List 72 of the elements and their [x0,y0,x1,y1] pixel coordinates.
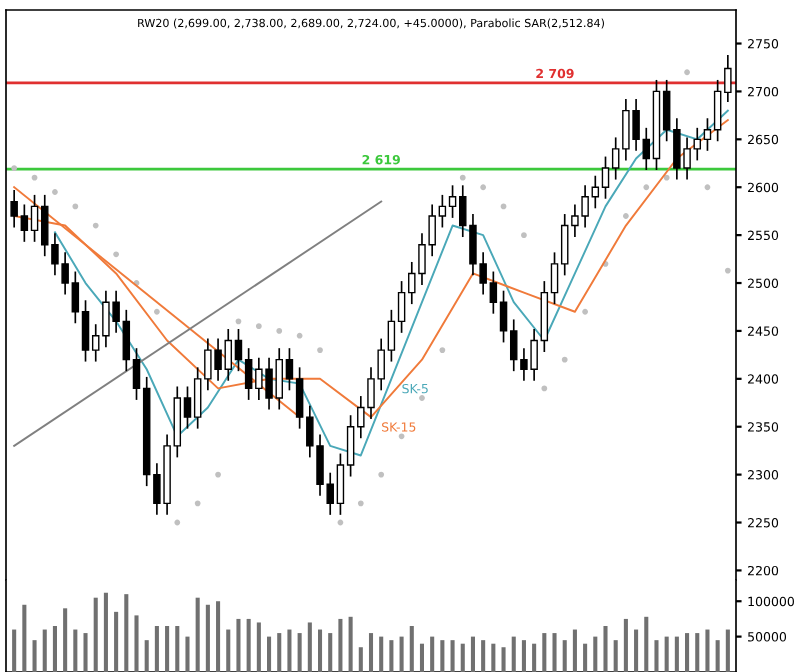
bar [460,643,465,672]
bar [409,626,414,672]
bar [246,618,251,672]
bar [32,640,37,672]
bar [664,636,669,672]
bar [644,616,649,672]
bar [328,633,333,672]
bar [348,616,353,672]
bar [297,633,302,672]
bar [103,592,108,672]
bar [42,629,47,672]
bar [481,640,486,672]
bar [511,636,516,672]
bar [725,629,730,672]
bar [317,629,323,672]
bar [277,633,282,672]
bar [654,640,659,672]
bar [22,604,27,672]
bar [623,618,628,672]
bar [358,647,363,672]
bar [552,633,557,672]
bar [562,640,567,672]
bar [287,629,292,672]
bar [338,618,343,672]
bar [114,611,119,672]
bar [52,626,57,672]
bar [501,647,506,672]
bar [134,615,139,672]
bar [195,597,200,672]
bar [440,640,445,672]
bar [256,622,261,672]
bar [399,636,404,672]
bar [216,601,221,672]
bar [634,629,639,672]
bar [93,597,98,672]
bar [470,636,475,672]
bar [695,633,700,672]
bar [521,640,526,672]
bar [144,640,149,672]
line-series [13,119,729,419]
bar [572,629,577,672]
bar [613,640,618,672]
bar [715,640,720,672]
bar [419,643,425,672]
bar [532,643,537,672]
bar [63,608,68,672]
bar [379,636,384,672]
bar [73,629,78,672]
bar [267,636,272,672]
bar [389,640,394,672]
bar [593,636,598,672]
bar [83,633,88,672]
bar [307,622,312,672]
bar [12,629,17,672]
bar [705,629,710,672]
bar [450,640,455,672]
bar [430,636,435,672]
bar [154,626,159,672]
bar [205,604,210,672]
bar [124,594,129,672]
bar [175,626,180,672]
bar [674,636,679,672]
bar [165,626,170,672]
bar [583,643,588,672]
bar [236,618,241,672]
bar [685,633,690,672]
bar [185,636,190,672]
bar [491,643,496,672]
bar [368,633,374,672]
bar [226,629,231,672]
bar [603,626,608,672]
bar [542,633,547,672]
